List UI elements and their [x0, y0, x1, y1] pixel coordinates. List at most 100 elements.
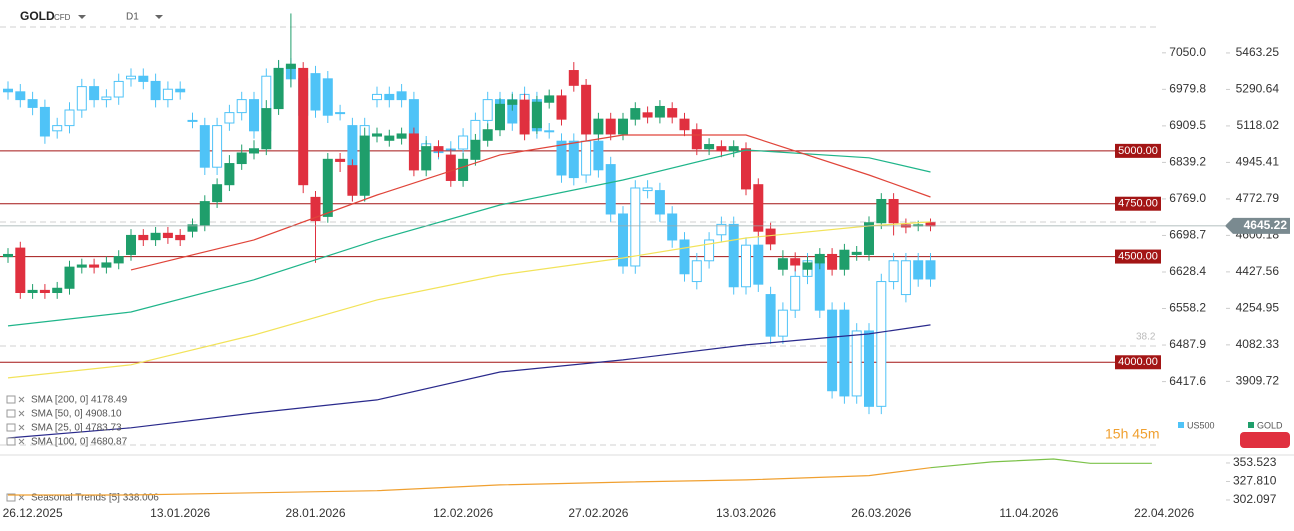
candle-body — [261, 108, 272, 150]
candle-body — [704, 144, 715, 150]
symbol[interactable]: GOLD — [20, 9, 55, 23]
candle-body — [851, 251, 862, 255]
candle-body — [64, 109, 75, 127]
candle-body — [52, 125, 63, 132]
candle-body — [556, 95, 567, 120]
candle-body — [741, 148, 751, 190]
last-price-tag — [1225, 217, 1290, 234]
seasonal-line — [930, 458, 1152, 469]
candle-body — [864, 330, 874, 407]
candle-body — [408, 133, 419, 171]
candle-body — [384, 93, 395, 101]
candle-body — [900, 260, 911, 296]
level-tag — [1115, 249, 1161, 264]
candle-body — [199, 201, 210, 226]
candle-body — [249, 99, 259, 132]
candle-body — [888, 260, 899, 283]
candle-body — [531, 101, 542, 129]
level-label: 4500.00 — [1118, 250, 1158, 262]
candle-body — [359, 135, 370, 196]
candle-body — [384, 135, 395, 141]
candle-body — [888, 198, 899, 224]
dropdown-icon[interactable] — [155, 15, 163, 19]
candle-body — [335, 158, 346, 162]
candle-body — [741, 244, 751, 288]
legend-close — [18, 410, 25, 417]
candle-body — [236, 152, 247, 165]
legend-icon — [6, 437, 16, 446]
x-tick-label: 13.01.2026 — [150, 506, 210, 520]
y-tick-label: 4082.33 — [1236, 337, 1280, 351]
y2-tick-label: 6839.2 — [1169, 155, 1206, 169]
candle-body — [372, 93, 382, 101]
y2-tick-label: 6558.2 — [1169, 301, 1206, 315]
candle-body — [556, 140, 567, 176]
candle-body — [162, 88, 173, 101]
candle-body — [667, 213, 678, 241]
candle-body — [15, 247, 26, 294]
candle-body — [372, 133, 382, 137]
candle-body — [322, 78, 333, 116]
candle-body — [445, 154, 456, 181]
x-tick-label: 11.04.2026 — [999, 506, 1058, 520]
x-tick-label: 22.04.2026 — [1134, 506, 1194, 520]
candle-body — [396, 91, 407, 101]
candle-body — [458, 158, 469, 181]
y2-tick-label: 6417.6 — [1169, 374, 1206, 388]
legend-close — [18, 396, 25, 403]
x-tick-label: 28.01.2026 — [285, 506, 345, 520]
candle-body — [581, 84, 592, 135]
candle-body — [716, 146, 727, 152]
timeframe[interactable]: D1 — [126, 12, 139, 23]
candle-body — [605, 164, 616, 215]
candle-body — [15, 91, 26, 101]
candle-body — [876, 281, 887, 407]
candle-body — [654, 105, 665, 118]
candle-body — [802, 262, 813, 270]
y-tick-label: 5290.64 — [1236, 82, 1280, 96]
legend-bar — [1240, 432, 1290, 448]
candle-body — [433, 146, 444, 152]
sma-line — [7, 149, 931, 327]
candle-body — [322, 158, 333, 217]
candle-body — [839, 249, 850, 270]
seasonal-title: Seasonal Trends [5] 338.006 — [31, 493, 159, 504]
dropdown-icon[interactable] — [78, 15, 86, 19]
x-tick-label: 13.03.2026 — [716, 506, 776, 520]
candle-body — [925, 222, 936, 227]
seasonal-tick-label: 327.810 — [1233, 474, 1277, 488]
candle-body — [101, 96, 112, 101]
x-tick-label: 27.02.2026 — [568, 506, 628, 520]
candle-body — [335, 112, 346, 115]
level-label: 4750.00 — [1118, 198, 1158, 210]
legend-close — [18, 438, 25, 445]
candle-body — [642, 187, 653, 192]
candle-body — [64, 266, 75, 289]
sma-legend: SMA [50, 0] 4908.10 — [31, 409, 122, 420]
sma-legend: SMA [100, 0] 4680.87 — [31, 437, 128, 448]
y2-tick-label: 6769.0 — [1169, 191, 1206, 205]
y-tick-label: 4427.56 — [1236, 264, 1280, 278]
candle-body — [581, 140, 592, 176]
seasonal-tick-label: 353.523 — [1233, 455, 1277, 469]
candle-body — [765, 294, 776, 337]
candle-body — [175, 234, 186, 241]
candle-body — [544, 130, 555, 133]
candle-body — [642, 112, 653, 118]
countdown: 15h 45m — [1105, 426, 1159, 442]
candle-body — [175, 88, 186, 93]
candle-body — [138, 75, 149, 82]
sma-legend: SMA [25, 0] 4783.73 — [31, 423, 122, 434]
candle-body — [236, 99, 247, 114]
candle-body — [126, 75, 136, 80]
level-label: 4000.00 — [1118, 356, 1158, 368]
candle-body — [285, 63, 296, 69]
candle-body — [3, 253, 13, 258]
last-price-label: 4645.22 — [1244, 218, 1288, 232]
level-tag — [1115, 196, 1161, 211]
candle-body — [89, 86, 100, 101]
y-tick-label: 3909.72 — [1236, 374, 1280, 388]
candle-body — [654, 190, 665, 215]
